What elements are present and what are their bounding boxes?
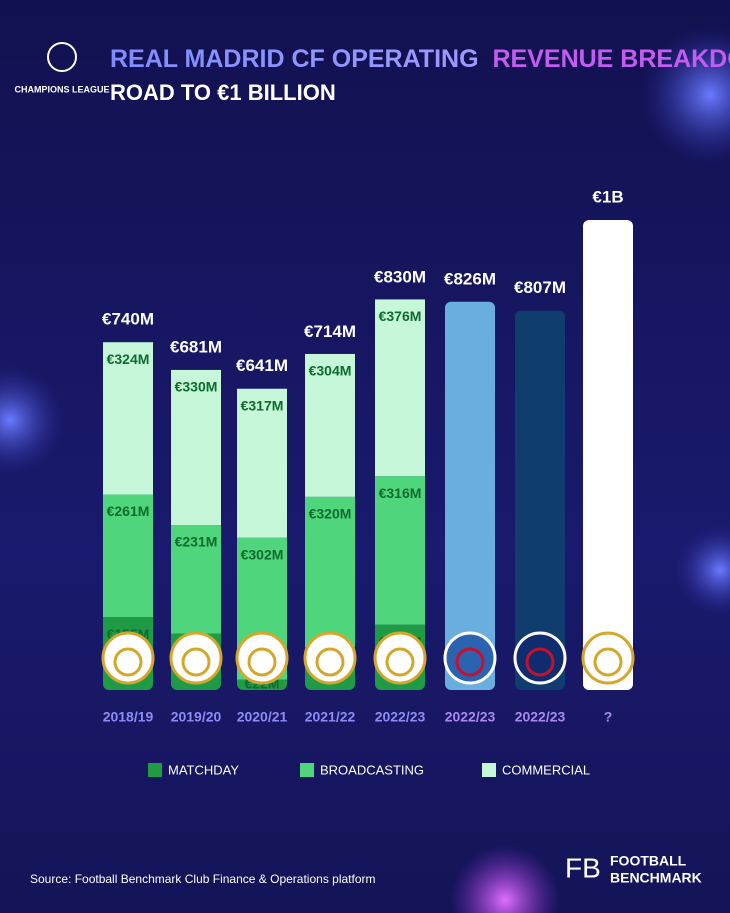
total-label: €1B <box>592 187 623 206</box>
club-logo-inner <box>315 647 345 677</box>
club-logo-inner <box>455 647 485 677</box>
bar <box>583 220 633 690</box>
legend-swatch <box>148 763 162 777</box>
club-logo <box>513 631 567 685</box>
total-label: €826M <box>444 269 496 288</box>
segment-label: €316M <box>379 485 422 501</box>
club-logo-inner <box>385 647 415 677</box>
total-label: €641M <box>236 356 288 375</box>
total-label: €740M <box>102 310 154 329</box>
bar-segment <box>375 476 425 625</box>
bar-segment <box>171 369 221 526</box>
club-logo <box>373 631 427 685</box>
bar-segment <box>171 525 221 634</box>
decor-ball <box>0 365 65 475</box>
title-main: REAL MADRID CF OPERATING <box>110 45 479 73</box>
club-logo <box>303 631 357 685</box>
bar <box>515 310 565 690</box>
bar-segment <box>305 496 355 648</box>
segment-label: €324M <box>107 351 150 367</box>
club-logo-inner <box>247 647 277 677</box>
bar-segment <box>103 342 153 495</box>
club-logo <box>169 631 223 685</box>
legend-label: BROADCASTING <box>320 762 424 777</box>
bar-segment <box>375 299 425 477</box>
club-logo-inner <box>181 647 211 677</box>
ucl-text: CHAMPIONS LEAGUE <box>14 84 109 94</box>
total-label: €830M <box>374 267 426 286</box>
plot: €155M€261M€324M€740M2018/19€120M€231M€33… <box>101 187 635 777</box>
decor-ball <box>640 25 730 165</box>
x-tick-label: 2019/20 <box>171 709 222 725</box>
bar-segment <box>237 388 287 538</box>
bar-segment <box>237 679 287 690</box>
source: Source: Football Benchmark Club Finance … <box>30 872 376 886</box>
total-label: €681M <box>170 337 222 356</box>
legend-swatch <box>482 763 496 777</box>
title-highlight: REVENUE BREAKDOWN <box>492 45 730 73</box>
bar-segment <box>305 353 355 497</box>
decor-ball <box>450 845 560 913</box>
x-tick-label: 2020/21 <box>237 709 288 725</box>
segment-label: €304M <box>309 363 352 379</box>
club-logo-inner <box>525 647 555 677</box>
fb-logo: FB FOOTBALL BENCHMARK <box>565 852 702 885</box>
fb-line1: FOOTBALL <box>610 853 687 869</box>
legend-swatch <box>300 763 314 777</box>
fb-mark: FB <box>565 852 601 883</box>
decor-ball <box>675 525 730 615</box>
club-logo-inner <box>593 647 623 677</box>
x-tick-label: 2022/23 <box>515 709 566 725</box>
total-label: €714M <box>304 322 356 341</box>
x-tick-label: 2022/23 <box>375 709 426 725</box>
ucl-ball <box>47 42 77 72</box>
fb-line2: BENCHMARK <box>610 870 702 886</box>
club-logo <box>443 631 497 685</box>
club-logo <box>581 631 635 685</box>
segment-label: €330M <box>175 379 218 395</box>
chart-subtitle: ROAD TO €1 BILLION <box>110 80 336 105</box>
club-logo <box>101 631 155 685</box>
segment-label: €231M <box>175 534 218 550</box>
segment-label: €317M <box>241 397 284 413</box>
x-tick-label: 2021/22 <box>305 709 356 725</box>
bar-segment <box>103 494 153 618</box>
club-logo-inner <box>113 647 143 677</box>
ucl-logo: CHAMPIONS LEAGUE <box>14 42 110 94</box>
club-logo <box>235 631 289 685</box>
segment-label: €261M <box>107 503 150 519</box>
x-tick-label: ? <box>604 709 613 725</box>
segment-label: €320M <box>309 506 352 522</box>
chart-title: REAL MADRID CF OPERATING REVENUE BREAKDO… <box>110 45 730 73</box>
legend-label: COMMERCIAL <box>502 762 590 777</box>
x-tick-label: 2018/19 <box>103 709 154 725</box>
bar <box>445 301 495 690</box>
total-label: €807M <box>514 278 566 297</box>
legend-label: MATCHDAY <box>168 762 239 777</box>
x-tick-label: 2022/23 <box>445 709 496 725</box>
segment-label: €376M <box>379 308 422 324</box>
segment-label: €302M <box>241 546 284 562</box>
